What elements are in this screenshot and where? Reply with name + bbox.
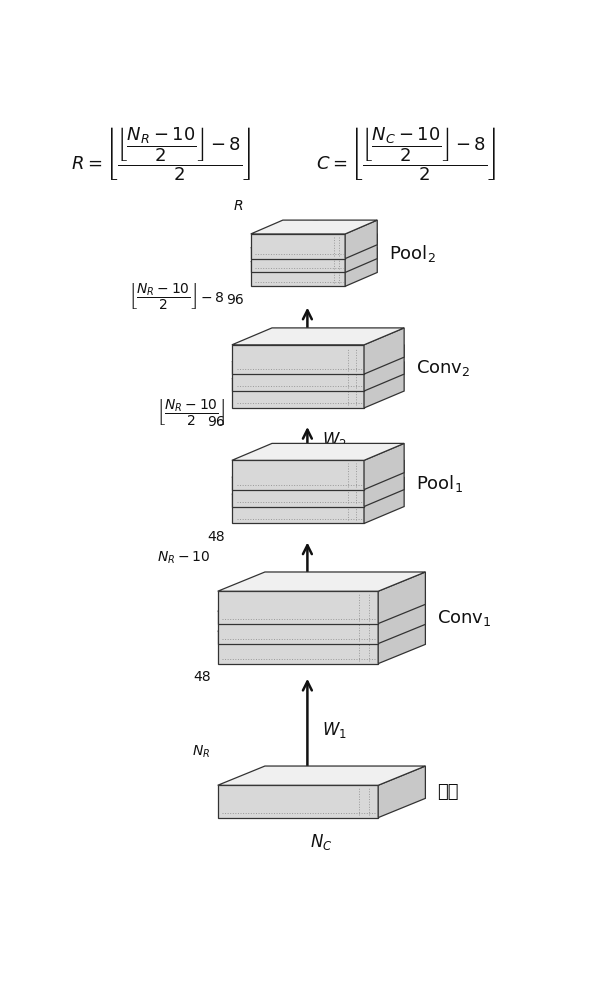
Polygon shape xyxy=(217,785,378,818)
Polygon shape xyxy=(217,611,378,644)
Polygon shape xyxy=(232,460,404,477)
Text: $N_R-10$: $N_R-10$ xyxy=(158,550,211,566)
Text: $W_2$: $W_2$ xyxy=(322,430,347,450)
Polygon shape xyxy=(217,572,425,591)
Text: $\mathrm{Conv}_2$: $\mathrm{Conv}_2$ xyxy=(416,358,471,378)
Polygon shape xyxy=(378,766,425,818)
Text: 48: 48 xyxy=(207,530,225,544)
Polygon shape xyxy=(364,443,404,490)
Text: 96: 96 xyxy=(226,293,244,307)
Polygon shape xyxy=(232,477,404,494)
Polygon shape xyxy=(232,362,404,379)
Polygon shape xyxy=(217,631,378,664)
Polygon shape xyxy=(217,591,378,624)
Polygon shape xyxy=(232,477,364,507)
Text: 输入: 输入 xyxy=(437,783,459,801)
Polygon shape xyxy=(251,234,377,248)
Text: $\left\lfloor \dfrac{N_R-10}{2} \right\rfloor-8$: $\left\lfloor \dfrac{N_R-10}{2} \right\r… xyxy=(129,282,225,312)
Text: $R = \left\lfloor \dfrac{\left\lfloor \dfrac{N_R-10}{2} \right\rfloor -8}{2} \ri: $R = \left\lfloor \dfrac{\left\lfloor \d… xyxy=(71,126,251,183)
Polygon shape xyxy=(232,379,364,408)
Polygon shape xyxy=(251,262,345,286)
Text: $N_C-10$: $N_C-10$ xyxy=(290,574,353,594)
Text: 48: 48 xyxy=(193,670,211,684)
Polygon shape xyxy=(217,766,425,785)
Text: 96: 96 xyxy=(207,415,225,429)
Text: $C = \left\lfloor \dfrac{\left\lfloor \dfrac{N_C-10}{2} \right\rfloor -8}{2} \ri: $C = \left\lfloor \dfrac{\left\lfloor \d… xyxy=(317,126,496,183)
Polygon shape xyxy=(232,443,404,460)
Polygon shape xyxy=(364,460,404,507)
Text: $\mathrm{Conv}_1$: $\mathrm{Conv}_1$ xyxy=(437,608,492,628)
Polygon shape xyxy=(251,220,377,234)
Polygon shape xyxy=(217,612,425,631)
Polygon shape xyxy=(232,328,404,345)
Polygon shape xyxy=(251,248,377,262)
Text: $R$: $R$ xyxy=(233,199,244,213)
Polygon shape xyxy=(251,248,345,272)
Polygon shape xyxy=(232,362,364,391)
Polygon shape xyxy=(378,612,425,664)
Polygon shape xyxy=(364,345,404,391)
Polygon shape xyxy=(364,328,404,374)
Polygon shape xyxy=(364,362,404,408)
Polygon shape xyxy=(251,234,345,259)
Polygon shape xyxy=(232,345,364,374)
Polygon shape xyxy=(345,248,377,286)
Text: $N_R$: $N_R$ xyxy=(192,744,211,760)
Polygon shape xyxy=(345,220,377,259)
Polygon shape xyxy=(345,234,377,272)
Text: $\mathrm{Pool}_1$: $\mathrm{Pool}_1$ xyxy=(416,473,463,494)
Text: $C$: $C$ xyxy=(307,219,321,237)
Text: $W_1$: $W_1$ xyxy=(322,720,347,740)
Polygon shape xyxy=(232,494,364,523)
Polygon shape xyxy=(232,460,364,490)
Polygon shape xyxy=(217,592,425,611)
Polygon shape xyxy=(378,592,425,644)
Polygon shape xyxy=(364,477,404,523)
Text: $\mathrm{Pool}_2$: $\mathrm{Pool}_2$ xyxy=(389,243,436,264)
Text: $\left\lfloor \dfrac{N_R-10}{2} \right\rfloor$: $\left\lfloor \dfrac{N_R-10}{2} \right\r… xyxy=(157,397,225,428)
Polygon shape xyxy=(232,345,404,362)
Text: $N_C$: $N_C$ xyxy=(311,832,333,852)
Polygon shape xyxy=(378,572,425,624)
